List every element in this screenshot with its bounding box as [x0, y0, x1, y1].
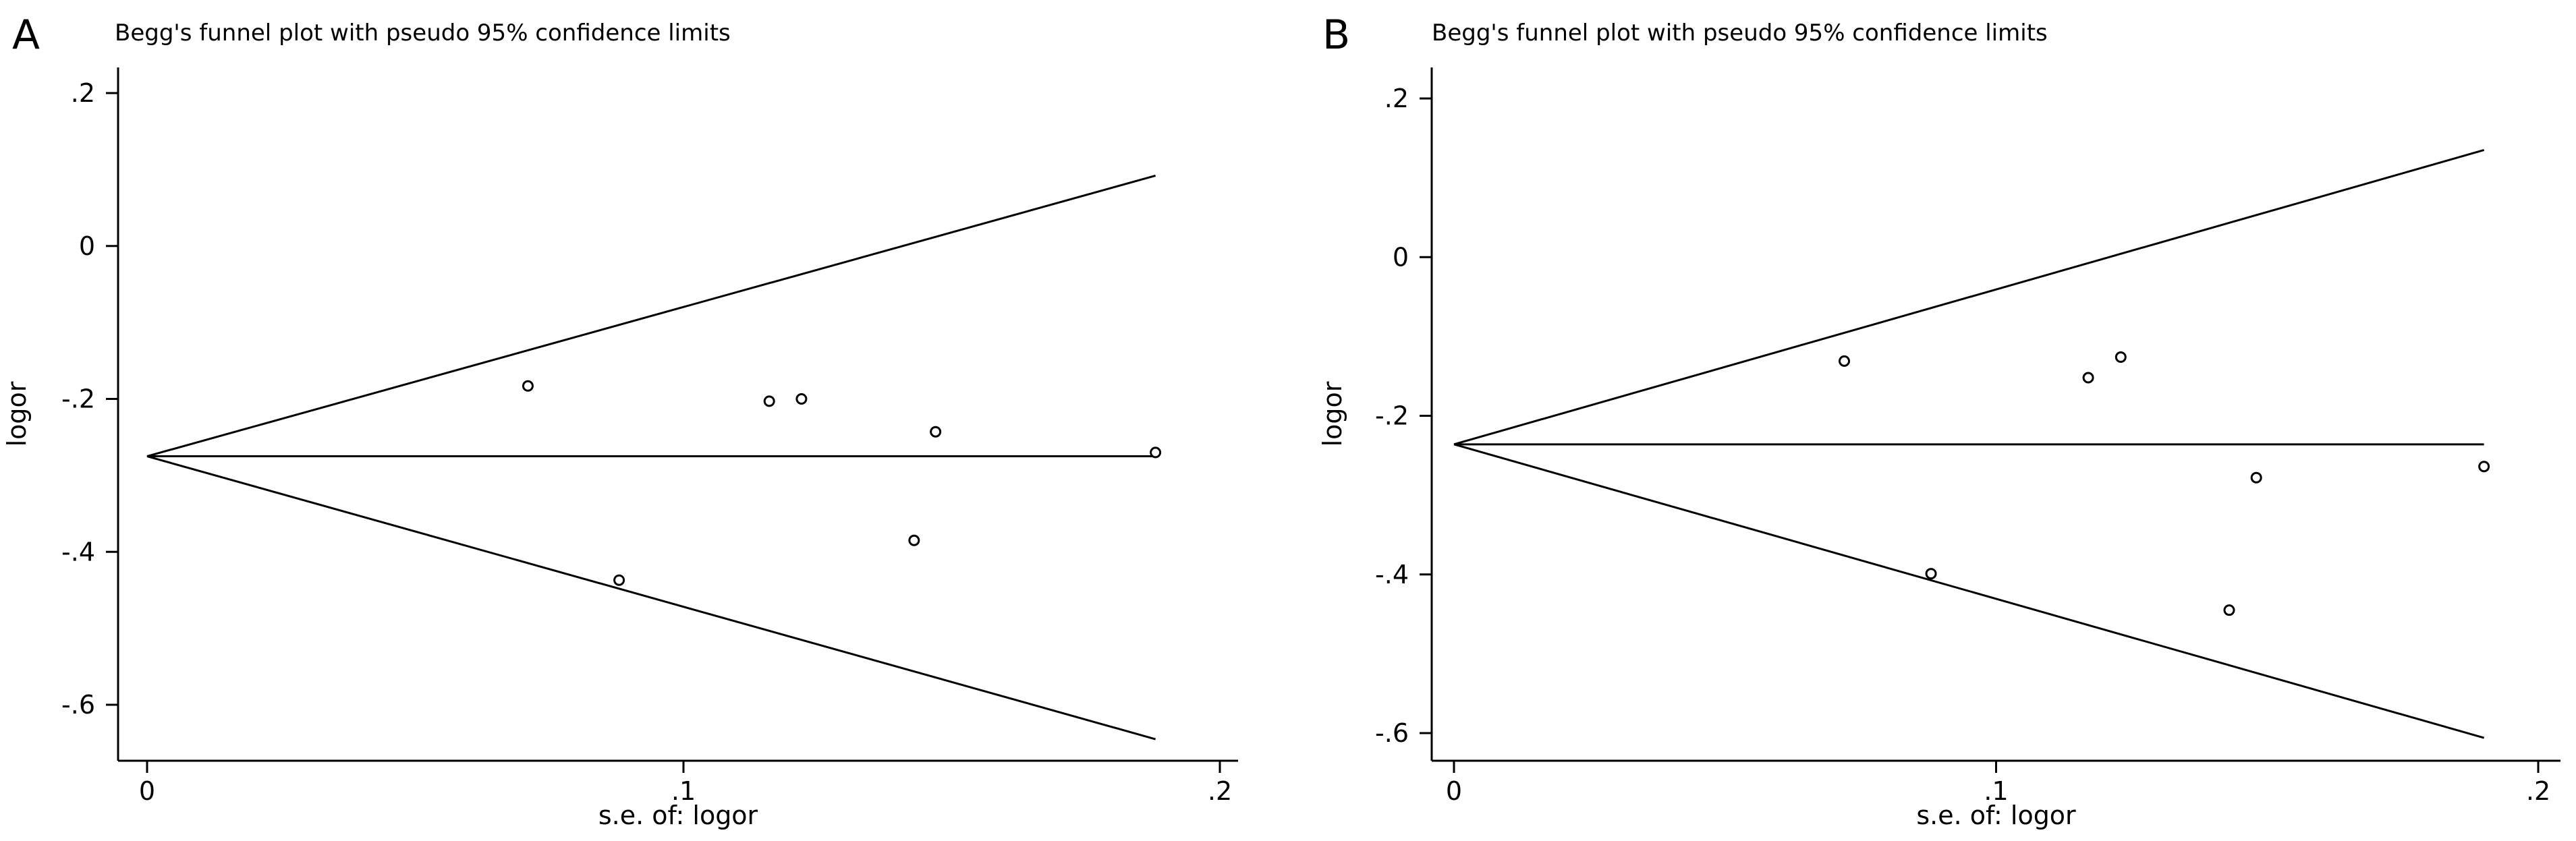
chart-a: A Begg's funnel plot with pseudo 95% conf…	[2, 11, 1238, 830]
chart-b-study-point	[2082, 372, 2094, 384]
chart-b-x-tick-label: .2	[2526, 776, 2550, 806]
chart-a-upper-limit-line	[146, 174, 1156, 457]
chart-a-x-tick-label: .1	[671, 776, 696, 806]
chart-b-upper-limit-line	[1453, 149, 2485, 446]
chart-a-y-tick-label: 0	[79, 231, 95, 261]
chart-b-title: Begg's funnel plot with pseudo 95% confi…	[1432, 20, 2048, 47]
chart-a-x-tick-label: 0	[139, 776, 155, 806]
chart-a-x-tick-label: .2	[1208, 776, 1232, 806]
chart-b-y-tick-label: -.6	[1375, 718, 1409, 748]
chart-a-x-axis-label: s.e. of: logor	[598, 801, 758, 830]
chart-b-study-point	[2115, 351, 2127, 363]
chart-b-panel-letter: B	[1322, 11, 1350, 59]
chart-a-study-point	[613, 574, 625, 586]
chart-a-study-point	[930, 426, 942, 438]
chart-b-x-tick-label: 0	[1446, 776, 1462, 806]
chart-b-study-point	[2478, 461, 2490, 473]
chart-a-panel-letter: A	[12, 11, 40, 59]
chart-b-x-tick-label: .1	[1984, 776, 2008, 806]
chart-a-y-tick-label: .2	[71, 78, 95, 108]
chart-b-study-point	[2223, 604, 2235, 616]
chart-a-study-point	[795, 393, 808, 405]
chart-a-lower-limit-line	[146, 455, 1156, 741]
chart-a-y-tick-label: -.2	[61, 384, 95, 414]
chart-a-y-tick-label: -.6	[61, 690, 95, 720]
chart-b-study-point	[2250, 471, 2262, 484]
chart-b-x-axis-label: s.e. of: logor	[1916, 801, 2076, 830]
chart-a-title: Begg's funnel plot with pseudo 95% confi…	[115, 20, 731, 47]
chart-a-study-point	[1150, 446, 1162, 459]
chart-b-y-tick-label: -.4	[1375, 560, 1409, 589]
chart-a-study-point	[763, 395, 775, 407]
chart-b-study-point	[1839, 355, 1851, 367]
chart-b-y-tick-label: 0	[1393, 242, 1409, 272]
chart-a-y-axis-label: logor	[2, 381, 32, 446]
chart-b-y-tick-label: -.2	[1375, 401, 1409, 431]
chart-b-study-point	[1925, 568, 1937, 580]
chart-b-lower-limit-line	[1453, 443, 2485, 739]
chart-a-study-point	[522, 380, 534, 392]
chart-b-y-axis-label: logor	[1318, 381, 1347, 446]
chart-a-study-point	[908, 534, 920, 546]
chart-b-y-tick-label: .2	[1384, 84, 1409, 113]
chart-b: B Begg's funnel plot with pseudo 95% conf…	[1318, 11, 2560, 830]
chart-a-y-tick-label: -.4	[61, 537, 95, 567]
